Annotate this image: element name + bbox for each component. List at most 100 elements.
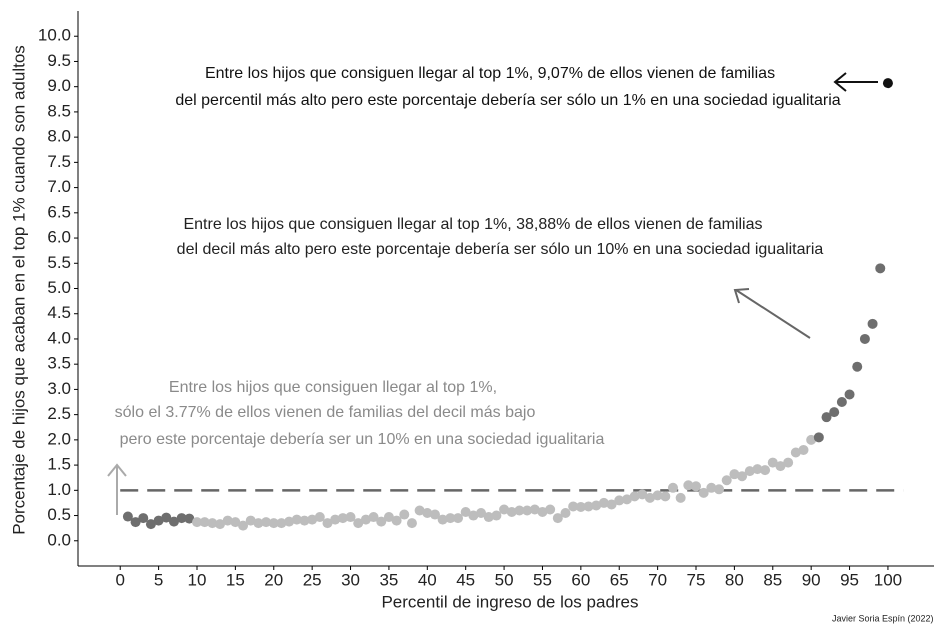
x-tick-label: 60 [571,570,590,589]
point [207,518,218,529]
annotation: sólo el 3.77% de ellos vienen de familia… [115,404,536,421]
annotation: del percentil más alto pero este porcent… [175,92,840,109]
x-tick-label: 50 [495,570,514,589]
point [737,471,748,482]
point [199,517,210,528]
point [537,507,548,518]
x-tick-label: 55 [533,570,552,589]
point [391,515,402,526]
point [299,515,310,526]
point [767,457,778,468]
point [353,518,364,529]
point [783,457,794,468]
point [790,447,801,458]
point [760,465,771,476]
y-tick-label: 0.5 [47,505,71,524]
point [637,489,648,500]
x-tick-label: 45 [456,570,475,589]
point [445,513,456,524]
point [161,512,172,523]
point [667,482,678,493]
point [307,514,318,525]
arrow-head [107,463,127,477]
y-tick-label: 6.5 [47,202,71,221]
x-tick-label: 30 [341,570,360,589]
point [836,397,847,408]
y-tick-label: 1.0 [47,480,71,499]
y-tick-label: 5.0 [47,278,71,297]
point [829,407,840,418]
credit: Javier Soria Espín (2022) [832,613,934,623]
point [744,466,755,477]
point [314,512,325,523]
x-tick-label: 100 [874,570,902,589]
point [168,516,179,527]
x-tick-label: 70 [648,570,667,589]
point [460,507,471,518]
annotation: pero este porcentaje debería ser un 10% … [120,431,605,448]
point [614,495,625,506]
point [491,510,502,521]
point [322,518,333,529]
point [691,481,702,492]
y-tick-label: 8.0 [47,127,71,146]
point [545,504,556,515]
point [337,513,348,524]
point [476,508,487,519]
point [145,519,156,530]
point [606,499,617,510]
point [276,518,287,529]
x-tick-label: 90 [802,570,821,589]
y-tick-label: 2.0 [47,429,71,448]
y-tick-label: 5.5 [47,253,71,272]
point [652,490,663,501]
x-tick-label: 0 [115,570,124,589]
point [583,501,594,512]
y-tick-label: 4.5 [47,303,71,322]
point [284,516,295,527]
x-tick-label: 10 [188,570,207,589]
point [644,492,655,503]
point [191,517,202,528]
point [245,515,256,526]
x-tick-label: 5 [154,570,163,589]
point [683,480,694,491]
point [230,517,241,528]
arrow [735,289,811,339]
point [429,509,440,520]
x-tick-label: 95 [840,570,859,589]
x-tick-label: 40 [418,570,437,589]
point [798,444,809,455]
point [345,512,356,523]
x-tick-label: 75 [687,570,706,589]
x-axis-label: Percentil de ingreso de los padres [381,592,638,611]
point [261,517,272,528]
x-tick-label: 80 [725,570,744,589]
point [522,505,533,516]
arrow-head [833,72,847,92]
point [621,494,632,505]
x-tick-label: 65 [610,570,629,589]
annotation: Entre los hijos que consiguen llegar al … [205,65,775,82]
point [706,482,717,493]
annotation: del decil más alto pero este porcentaje … [177,241,824,258]
point [514,505,525,516]
y-tick-label: 8.5 [47,101,71,120]
y-tick-label: 6.0 [47,228,71,247]
point [675,492,686,503]
point [591,500,602,511]
point [560,508,571,519]
point [376,516,387,527]
point [130,517,141,528]
x-tick-label: 85 [763,570,782,589]
point [875,263,886,274]
point [499,504,510,515]
point [483,512,494,523]
point [383,512,394,523]
point [821,412,832,423]
point [660,491,671,502]
point [729,469,740,480]
point [399,509,410,520]
point [414,505,425,516]
